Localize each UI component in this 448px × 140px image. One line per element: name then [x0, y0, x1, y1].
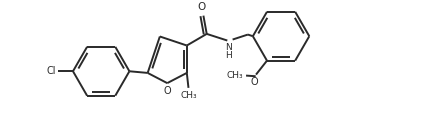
Text: O: O — [164, 86, 171, 96]
Text: Cl: Cl — [46, 66, 56, 76]
Text: N
H: N H — [226, 43, 233, 60]
Text: CH₃: CH₃ — [181, 91, 197, 100]
Text: O: O — [198, 2, 206, 12]
Text: O: O — [250, 77, 258, 87]
Text: CH₃: CH₃ — [226, 71, 243, 80]
